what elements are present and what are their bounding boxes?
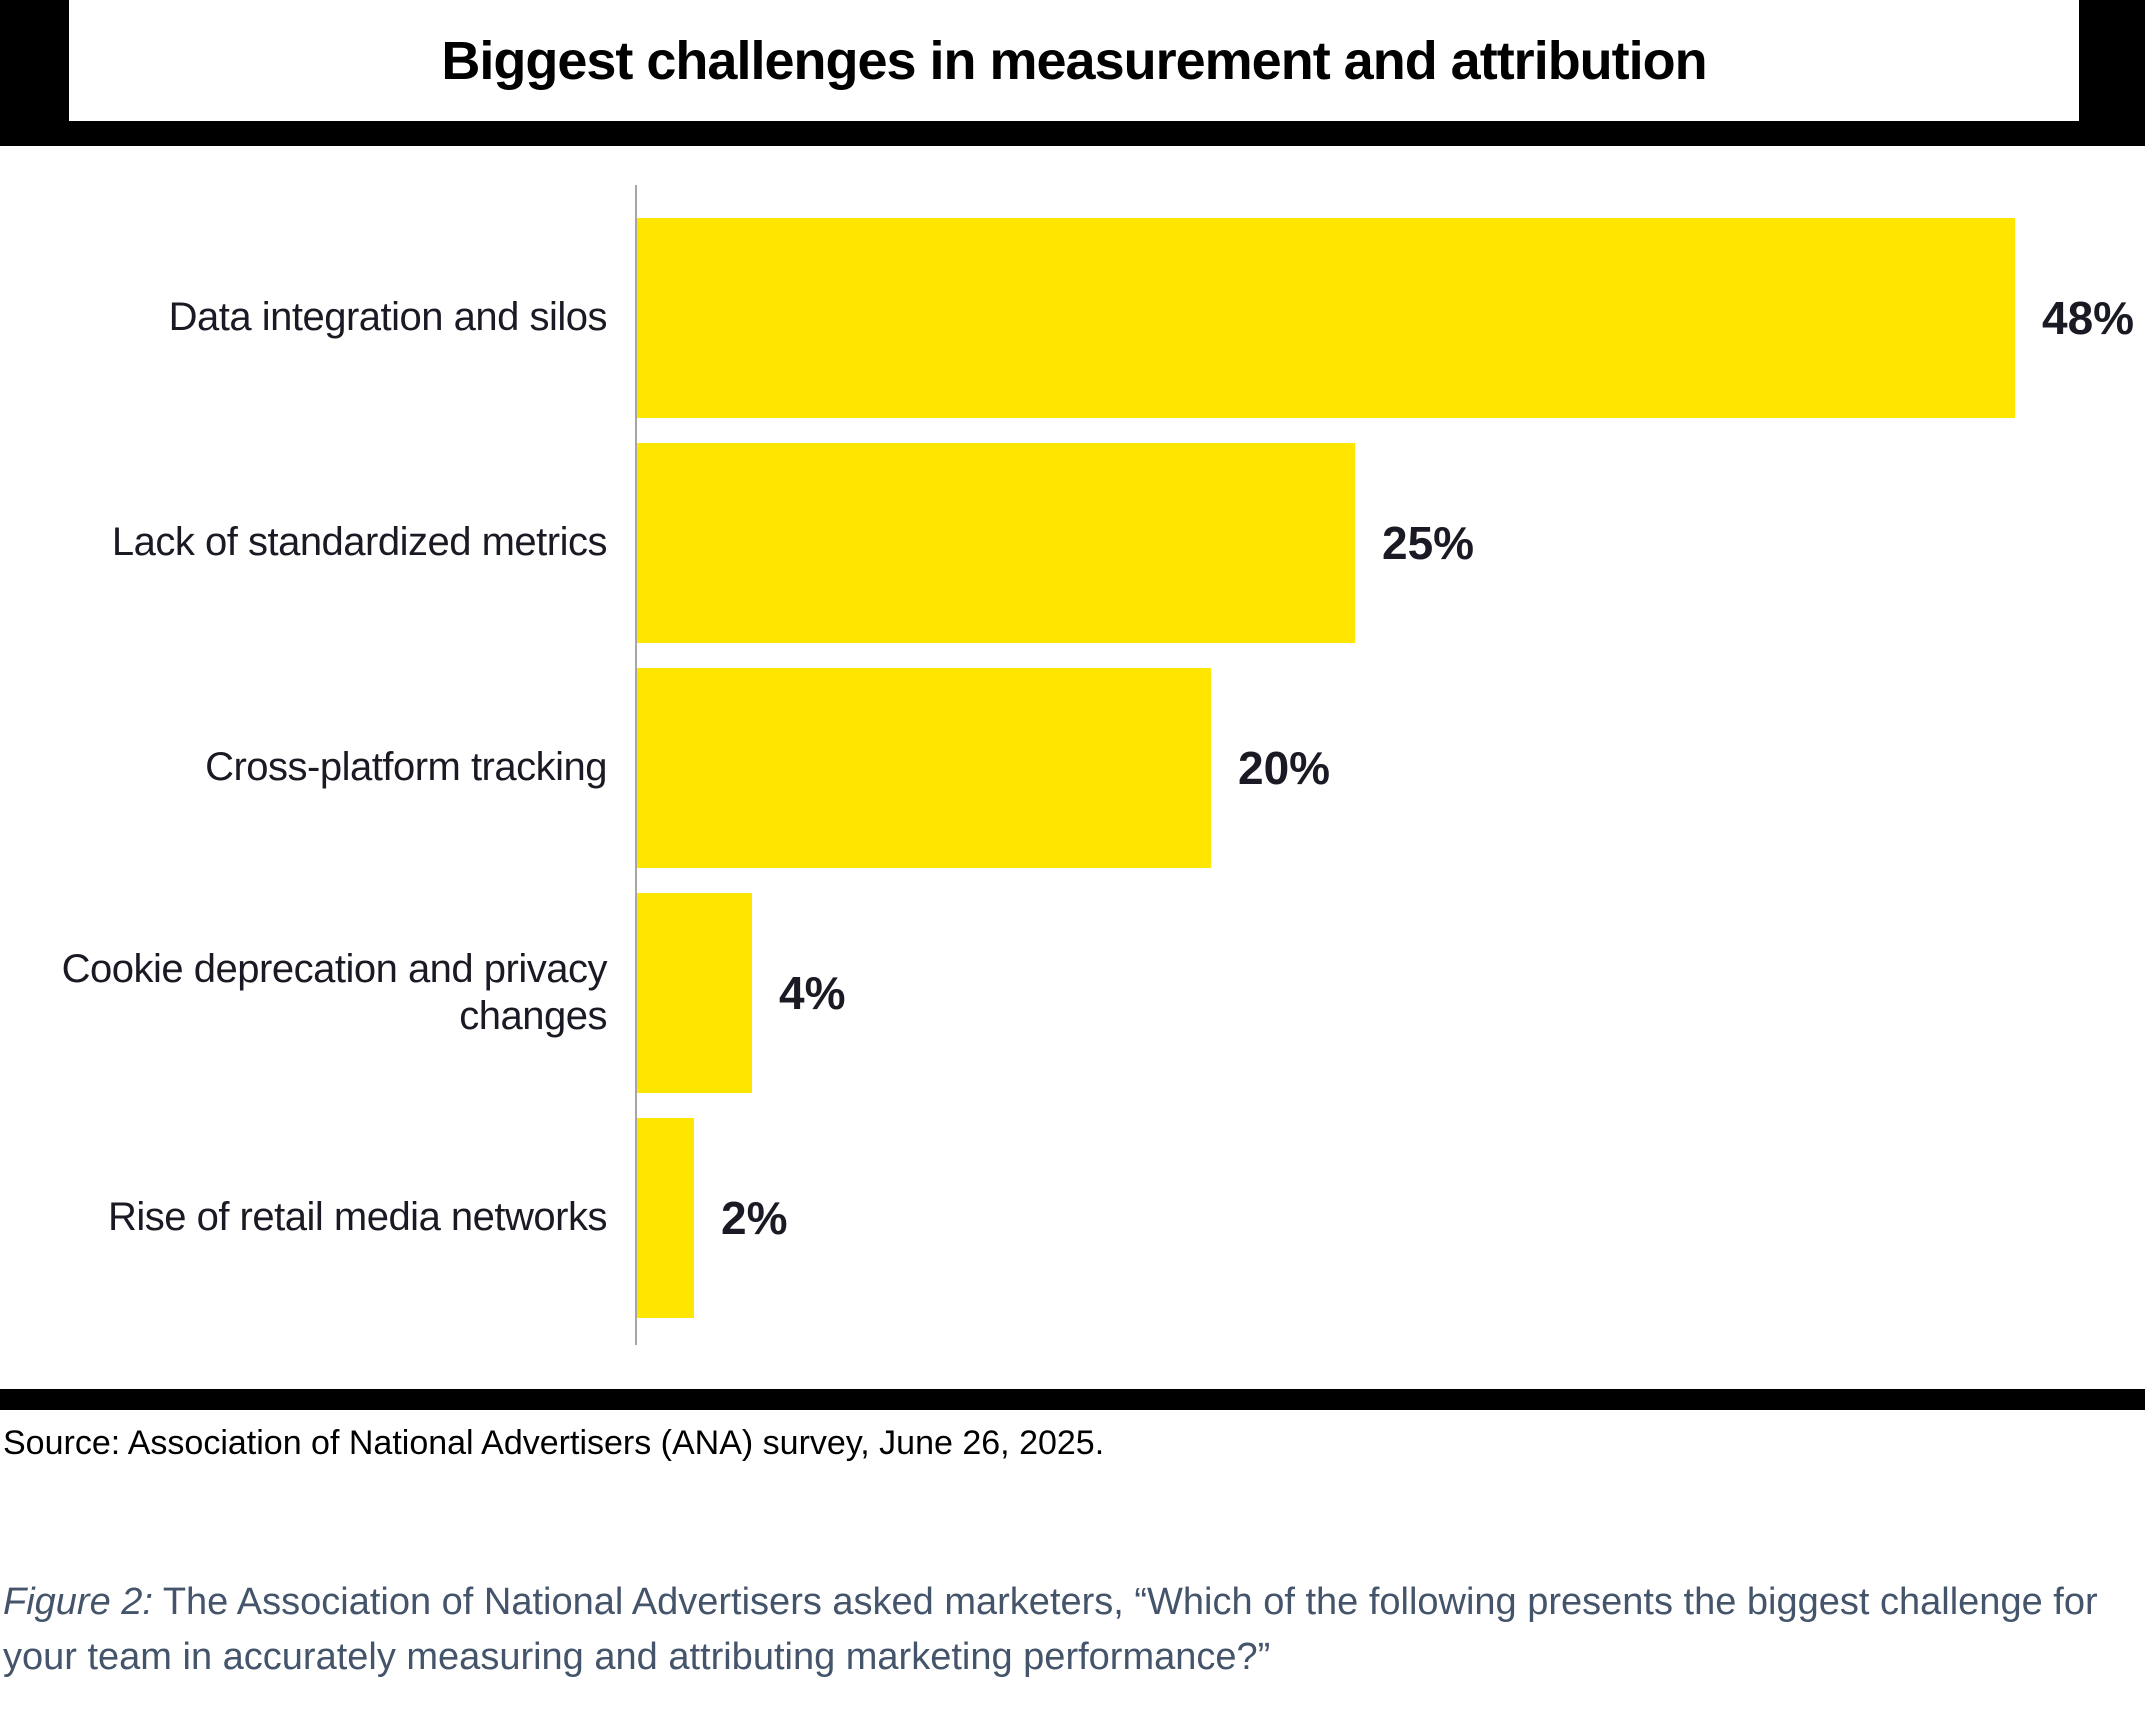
title-box: Biggest challenges in measurement and at… [69,0,2079,121]
chart-title: Biggest challenges in measurement and at… [441,30,1707,91]
bar [637,893,752,1093]
figure-caption: Figure 2: The Association of National Ad… [0,1575,2145,1685]
bar [637,1118,694,1318]
caption-line-2: your team in accurately measuring and at… [3,1636,1271,1679]
y-axis-line [635,185,637,1345]
header-band: Biggest challenges in measurement and at… [0,0,2145,146]
bar-rows: Data integration and silos 48% Lack of s… [0,218,2145,1318]
source-line: Source: Association of National Advertis… [3,1424,1105,1462]
bar [637,668,1211,868]
caption-line-1: The Association of National Advertisers … [152,1581,2098,1623]
category-label: Data integration and silos [168,295,608,340]
value-label: 4% [779,967,846,1019]
bar-chart: Data integration and silos 48% Lack of s… [0,146,2145,1389]
bar [637,218,2015,418]
bar-row-cross-platform: Cross-platform tracking 20% [0,668,2145,868]
bar-row-standardized-metrics: Lack of standardized metrics 25% [0,443,2145,643]
separator-bar [0,1389,2145,1410]
value-label: 20% [1238,742,1331,794]
bar [637,443,1355,643]
category-label: Cookie deprecation and privacy changes [61,946,608,1038]
category-label: Cross-platform tracking [205,745,607,790]
bar-row-data-integration: Data integration and silos 48% [0,218,2145,418]
bar-row-cookie-deprecation: Cookie deprecation and privacy changes 4… [0,893,2145,1093]
value-label: 48% [2042,292,2135,344]
figure-label: Figure 2: [3,1581,153,1623]
value-label: 25% [1382,517,1475,569]
value-label: 2% [721,1192,788,1244]
category-label: Rise of retail media networks [107,1195,608,1240]
bar-row-retail-media: Rise of retail media networks 2% [0,1118,2145,1318]
category-label: Lack of standardized metrics [111,520,608,565]
